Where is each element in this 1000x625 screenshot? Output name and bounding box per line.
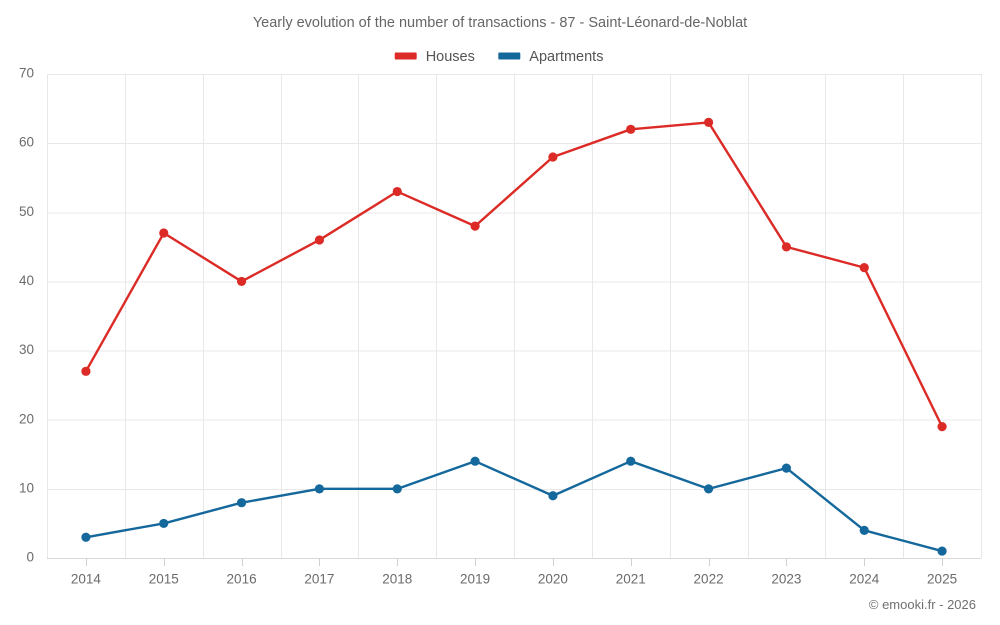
data-point[interactable] — [548, 152, 558, 162]
series-houses — [81, 117, 947, 432]
data-point[interactable] — [626, 124, 636, 134]
legend-swatch — [394, 52, 417, 60]
data-point[interactable] — [781, 463, 792, 473]
data-point[interactable] — [236, 498, 247, 508]
data-point[interactable] — [703, 117, 714, 127]
x-axis-tick-label: 2016 — [227, 572, 257, 587]
y-axis-tick-label: 40 — [19, 273, 34, 288]
x-axis-tick-label: 2024 — [849, 572, 880, 587]
copyright-credit: © emooki.fr - 2026 — [869, 597, 976, 612]
legend-item-apartments[interactable]: Apartments — [498, 49, 603, 65]
data-point[interactable] — [159, 228, 169, 238]
x-axis-tick-labels: 2014 2015 2016 2017 2018 2019 2020 2021 2022 2023… — [71, 558, 957, 587]
data-point[interactable] — [81, 532, 91, 542]
data-point[interactable] — [626, 456, 636, 466]
data-point[interactable] — [470, 456, 480, 466]
data-point[interactable] — [859, 525, 869, 535]
y-axis-tick-label: 10 — [19, 480, 34, 495]
x-axis-tick-label: 2015 — [149, 572, 179, 587]
data-point[interactable] — [392, 484, 402, 494]
x-axis-tick-label: 2022 — [694, 572, 724, 587]
data-point[interactable] — [937, 422, 947, 432]
x-axis-tick-label: 2018 — [382, 572, 412, 587]
y-axis-tick-label: 70 — [19, 66, 34, 81]
data-point[interactable] — [703, 484, 714, 494]
data-point[interactable] — [159, 518, 169, 529]
data-series-group — [81, 117, 947, 556]
y-axis-tick-label: 50 — [19, 204, 34, 219]
x-axis-tick-label: 2025 — [927, 572, 957, 587]
data-point[interactable] — [548, 491, 558, 501]
y-axis-tick-label: 0 — [26, 550, 34, 565]
x-axis-tick-label: 2023 — [771, 572, 801, 587]
chart-title: Yearly evolution of the number of transa… — [253, 15, 747, 31]
y-axis-tick-label: 20 — [19, 411, 34, 426]
chart-legend: Houses Apartments — [394, 49, 603, 65]
x-axis-tick-label: 2019 — [460, 572, 490, 587]
series-line — [84, 460, 944, 553]
data-point[interactable] — [859, 263, 869, 273]
x-axis-tick-label: 2017 — [304, 572, 334, 587]
x-axis-tick-label: 2020 — [538, 572, 568, 587]
y-axis-tick-label: 30 — [19, 342, 34, 357]
data-point[interactable] — [781, 242, 792, 252]
legend-swatch — [498, 52, 521, 60]
data-point[interactable] — [937, 546, 947, 556]
series-line — [84, 121, 944, 428]
data-point[interactable] — [81, 366, 91, 376]
x-axis-tick-label: 2014 — [71, 572, 102, 587]
data-point[interactable] — [314, 484, 325, 494]
data-point[interactable] — [392, 186, 402, 197]
data-point[interactable] — [314, 235, 325, 245]
y-axis-tick-label: 60 — [19, 135, 34, 150]
legend-label: Apartments — [529, 49, 603, 65]
series-apartments — [81, 456, 947, 556]
legend-label: Houses — [426, 49, 475, 65]
x-axis-tick-label: 2021 — [616, 572, 646, 587]
data-point[interactable] — [470, 221, 480, 231]
y-axis-tick-labels: 0 10 20 30 40 50 60 70 — [19, 66, 34, 565]
legend-item-houses[interactable]: Houses — [394, 49, 475, 65]
data-point[interactable] — [236, 276, 247, 287]
